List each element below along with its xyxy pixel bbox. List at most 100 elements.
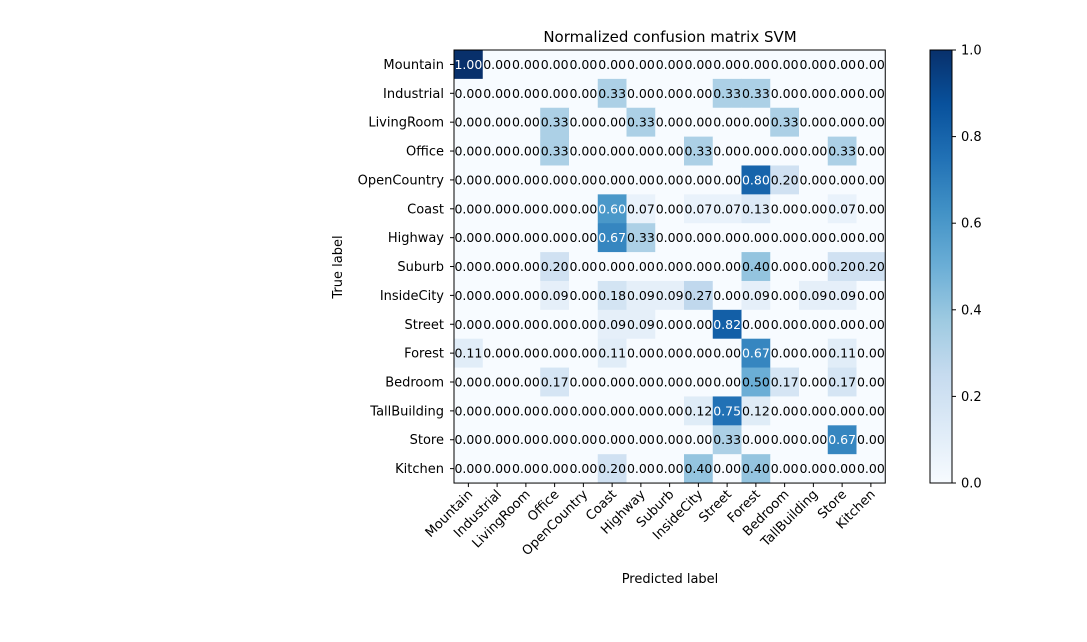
heatmap-cell-label: 0.07 xyxy=(828,201,856,216)
chart-title: Normalized confusion matrix SVM xyxy=(543,28,796,46)
heatmap-cell-label: 0.00 xyxy=(713,172,741,187)
heatmap-cell-label: 0.00 xyxy=(627,86,655,101)
heatmap-cell-label: 0.00 xyxy=(598,259,626,274)
heatmap-cell xyxy=(597,338,627,368)
heatmap-cell-label: 0.00 xyxy=(569,403,597,418)
heatmap-cell xyxy=(511,425,541,455)
heatmap-cell-label: 0.00 xyxy=(454,172,482,187)
heatmap-cell xyxy=(569,50,599,80)
heatmap-cell xyxy=(454,367,484,397)
heatmap-cell xyxy=(799,338,829,368)
heatmap-cell-label: 0.00 xyxy=(512,201,540,216)
heatmap-cell xyxy=(511,194,541,224)
heatmap-cell xyxy=(684,107,714,138)
heatmap-cell-label: 0.33 xyxy=(713,432,741,447)
heatmap-cell xyxy=(597,280,627,311)
heatmap-cell-label: 0.00 xyxy=(684,86,712,101)
heatmap-cell xyxy=(770,454,800,484)
heatmap-cell-label: 0.67 xyxy=(828,432,856,447)
heatmap-cell-label: 0.00 xyxy=(512,317,540,332)
heatmap-cell-label: 0.00 xyxy=(656,57,684,72)
heatmap-cell xyxy=(684,252,714,282)
heatmap-cell-label: 0.11 xyxy=(454,346,482,361)
heatmap-cell xyxy=(626,194,656,224)
heatmap-cell-label: 0.00 xyxy=(627,57,655,72)
heatmap-cell xyxy=(799,396,829,426)
heatmap-cell xyxy=(712,454,742,484)
heatmap-cell-label: 0.00 xyxy=(684,259,712,274)
heatmap-cell-label: 0.07 xyxy=(684,201,712,216)
heatmap-cell xyxy=(684,136,714,166)
heatmap-cell xyxy=(655,252,685,282)
heatmap-cell xyxy=(770,107,800,138)
heatmap-cell-label: 0.00 xyxy=(569,57,597,72)
heatmap-cell xyxy=(741,280,771,311)
heatmap-cell-label: 0.50 xyxy=(742,375,770,390)
heatmap-cell-label: 0.00 xyxy=(569,461,597,476)
heatmap-cell xyxy=(770,309,800,340)
heatmap-cell xyxy=(569,136,599,166)
heatmap-cell xyxy=(827,50,857,80)
heatmap-cell-label: 0.00 xyxy=(799,403,827,418)
heatmap-cell-label: 0.00 xyxy=(512,115,540,130)
y-tick-label: TallBuilding xyxy=(369,404,444,419)
heatmap-cell xyxy=(799,78,829,109)
heatmap-cell-label: 0.00 xyxy=(857,288,885,303)
heatmap-cell-label: 0.33 xyxy=(713,86,741,101)
heatmap-cell-label: 0.00 xyxy=(656,230,684,245)
heatmap-cell xyxy=(770,252,800,282)
heatmap-cell-label: 0.07 xyxy=(627,201,655,216)
heatmap-cell-label: 0.00 xyxy=(569,432,597,447)
heatmap-cell xyxy=(454,136,484,166)
heatmap-cell xyxy=(827,165,857,195)
heatmap-cell xyxy=(741,425,771,455)
heatmap-cell-label: 0.00 xyxy=(483,115,511,130)
heatmap-cell xyxy=(856,78,886,109)
heatmap-cell-label: 0.17 xyxy=(828,375,856,390)
heatmap-cell xyxy=(655,425,685,455)
heatmap-cell xyxy=(626,338,656,368)
heatmap-cell xyxy=(799,194,829,224)
heatmap-cell xyxy=(540,194,570,224)
heatmap-cell xyxy=(511,396,541,426)
heatmap-cell xyxy=(511,107,541,138)
heatmap-cell-label: 0.00 xyxy=(771,57,799,72)
heatmap-cell xyxy=(540,78,570,109)
heatmap-cell-labels: 1.00 0.00 0.00 0.00 0.00 0.00 0.00 0.00 0.00 0.00… xyxy=(454,57,884,476)
y-axis-ticks: Mountain Industrial LivingRoom Office OpenCo… xyxy=(358,58,454,477)
heatmap-cell-label: 0.00 xyxy=(512,346,540,361)
heatmap-cell-label: 0.00 xyxy=(656,461,684,476)
heatmap-cell xyxy=(856,396,886,426)
heatmap-cell xyxy=(770,338,800,368)
y-tick-label: Forest xyxy=(404,347,444,362)
heatmap-cell-label: 0.00 xyxy=(771,432,799,447)
heatmap-cell xyxy=(655,454,685,484)
heatmap-cell-label: 0.00 xyxy=(857,461,885,476)
heatmap-cell-label: 0.33 xyxy=(742,86,770,101)
heatmap-cell xyxy=(511,252,541,282)
colorbar-ticks: 0.0 0.2 0.4 0.6 0.8 1.0 xyxy=(952,44,982,492)
heatmap-cell-label: 0.00 xyxy=(512,259,540,274)
heatmap-cell xyxy=(597,107,627,138)
heatmap-cell-label: 0.00 xyxy=(742,57,770,72)
heatmap-cell-label: 0.11 xyxy=(828,346,856,361)
heatmap-cell-label: 0.00 xyxy=(483,317,511,332)
heatmap-cell xyxy=(511,367,541,397)
y-tick-label: LivingRoom xyxy=(368,116,444,131)
heatmap-cell-label: 0.00 xyxy=(742,144,770,159)
heatmap-cell-label: 0.33 xyxy=(627,230,655,245)
heatmap-cell xyxy=(454,338,484,368)
heatmap-cell xyxy=(482,338,512,368)
heatmap-cell-label: 0.00 xyxy=(483,86,511,101)
heatmap-cell-label: 0.00 xyxy=(656,201,684,216)
heatmap-cell xyxy=(626,309,656,340)
heatmap-cell-label: 0.00 xyxy=(569,230,597,245)
heatmap-cell-label: 1.00 xyxy=(454,57,482,72)
heatmap-cell-label: 0.20 xyxy=(598,461,626,476)
heatmap-cell-label: 0.07 xyxy=(713,201,741,216)
heatmap-cell-label: 0.00 xyxy=(656,432,684,447)
heatmap-cell-label: 0.00 xyxy=(483,144,511,159)
heatmap-cell-label: 0.12 xyxy=(684,403,712,418)
y-tick-label: Kitchen xyxy=(395,462,444,477)
heatmap-cell xyxy=(856,425,886,455)
